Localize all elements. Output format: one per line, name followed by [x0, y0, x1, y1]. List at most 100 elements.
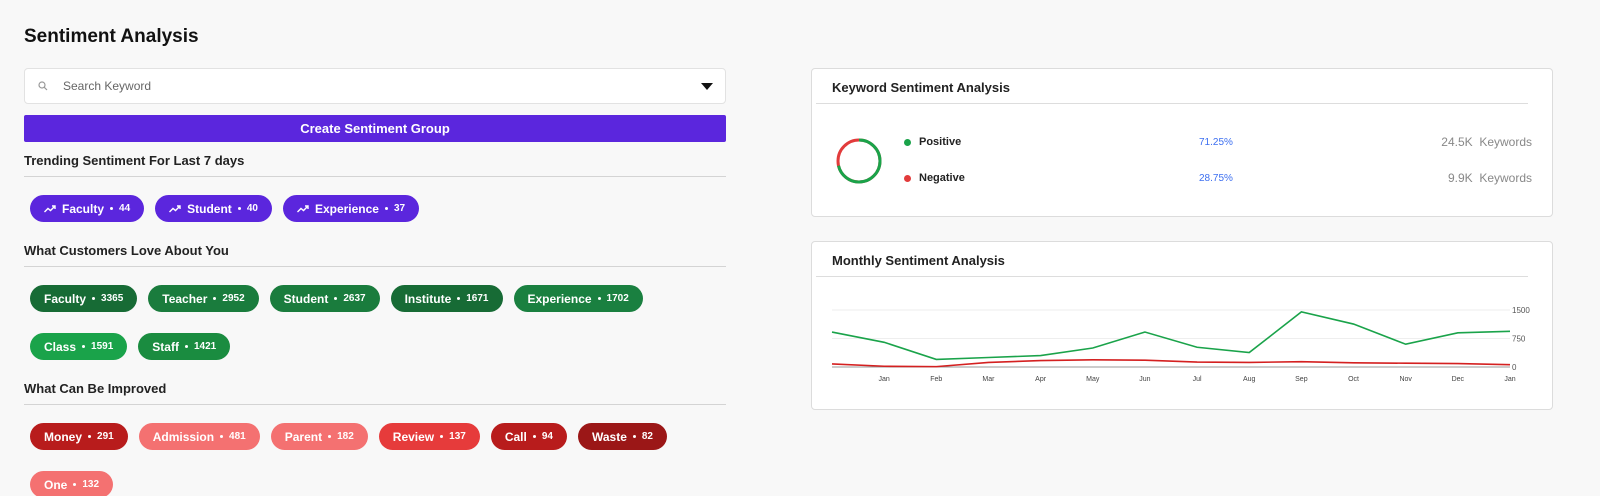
chip-count: 182 [337, 431, 354, 442]
chip-label: Experience [527, 291, 592, 306]
sentiment-row-positive: Positive 71.25% 24.5K Keywords [904, 135, 1532, 149]
monthly-sentiment-card: Monthly Sentiment Analysis 0 750 1500 Jan Fe… [811, 241, 1553, 410]
chip-label: Student [187, 201, 232, 216]
chip-label: Money [44, 429, 83, 444]
keyword-chip[interactable]: Experience 1702 [513, 285, 643, 312]
separator-dot [440, 435, 444, 438]
separator-dot [597, 297, 601, 300]
section-title: What Customers Love About You [24, 243, 726, 267]
keyword-chip[interactable]: Institute 1671 [390, 285, 503, 312]
y-tick-label: 1500 [1512, 306, 1530, 315]
x-tick-label: Nov [1399, 376, 1412, 383]
keyword-chip[interactable]: Experience 37 [282, 195, 420, 222]
search-input[interactable] [63, 79, 701, 93]
separator-dot [213, 297, 217, 300]
search-icon [37, 80, 49, 92]
sentiment-percent: 71.25% [1199, 136, 1233, 148]
chip-count: 82 [641, 431, 653, 442]
section-2: What Can Be Improved Money 291 Admission 481… [24, 381, 726, 496]
status-dot [904, 174, 911, 182]
keyword-chip[interactable]: Faculty 44 [30, 195, 145, 222]
chip-label: Parent [284, 429, 323, 444]
dropdown-caret-icon[interactable] [701, 82, 713, 90]
keyword-chip[interactable]: Student 2637 [269, 285, 380, 312]
chip-count: 37 [393, 203, 406, 214]
keyword-chip[interactable]: Waste 82 [577, 423, 667, 450]
separator-dot [82, 345, 86, 348]
keyword-chip[interactable]: Teacher 2952 [148, 285, 259, 312]
chip-label: Staff [152, 339, 179, 354]
x-tick-label: Feb [930, 376, 942, 383]
separator-dot [334, 297, 338, 300]
x-tick-label: Jul [1193, 376, 1202, 383]
series-line-1 [831, 358, 1511, 368]
x-tick-label: Apr [1035, 376, 1047, 383]
x-tick-label: Sep [1295, 376, 1308, 383]
trending-up-icon [169, 204, 181, 213]
chip-label: Waste [591, 429, 627, 444]
chip-count: 1671 [466, 293, 489, 304]
chip-count: 1702 [606, 293, 629, 304]
separator-dot [73, 483, 77, 486]
sentiment-label: Negative [919, 172, 965, 184]
trending-up-icon [44, 204, 56, 213]
keyword-chip[interactable]: Faculty 3365 [30, 285, 138, 312]
x-tick-label: May [1086, 376, 1100, 383]
create-sentiment-group-button[interactable]: Create Sentiment Group [24, 115, 726, 142]
chip-count: 2952 [222, 293, 245, 304]
sentiment-donut [836, 138, 882, 184]
keyword-chip[interactable]: Student 40 [155, 195, 272, 222]
chip-count: 94 [541, 431, 553, 442]
chip-label: Review [392, 429, 435, 444]
chip-count: 3365 [101, 293, 124, 304]
chip-count: 44 [119, 203, 131, 214]
search-box[interactable] [24, 68, 726, 104]
left-panel: Create Sentiment Group Trending Sentimen… [24, 68, 726, 496]
series-line-0 [831, 311, 1511, 361]
y-tick-label: 0 [1512, 363, 1517, 372]
chip-count: 291 [97, 431, 114, 442]
keyword-chip[interactable]: Staff 1421 [138, 333, 231, 360]
separator-dot [237, 207, 241, 210]
sentiment-row-negative: Negative 28.75% 9.9K Keywords [904, 171, 1532, 185]
chip-count: 481 [229, 431, 246, 442]
chip-count: 2637 [343, 293, 366, 304]
keyword-chip[interactable]: Class 1591 [30, 333, 128, 360]
chip-label: Call [504, 429, 527, 444]
x-tick-label: Jan [879, 376, 890, 383]
keyword-chip[interactable]: Call 94 [490, 423, 567, 450]
separator-dot [457, 297, 461, 300]
y-tick-label: 750 [1512, 335, 1526, 344]
x-tick-label: Aug [1243, 376, 1256, 383]
chip-label: Class [44, 339, 77, 354]
separator-dot [220, 435, 224, 438]
monthly-card-title: Monthly Sentiment Analysis [816, 242, 1528, 277]
status-dot [904, 138, 911, 146]
chip-count: 132 [82, 479, 100, 490]
chip-list: Faculty 44 Student 40 Experience 37 [24, 177, 726, 243]
chip-label: Institute [404, 291, 452, 306]
chip-count: 40 [246, 203, 258, 214]
keyword-sentiment-card: Keyword Sentiment Analysis Positive 71.25… [811, 68, 1553, 217]
chip-label: Experience [314, 201, 379, 216]
donut-positive-arc [836, 138, 882, 184]
keyword-count: 9.9K Keywords [1447, 171, 1532, 185]
separator-dot [184, 345, 188, 348]
keyword-card-title: Keyword Sentiment Analysis [816, 69, 1528, 104]
chip-label: Teacher [162, 291, 208, 306]
keyword-chip[interactable]: One 132 [30, 471, 114, 496]
keyword-chip[interactable]: Review 137 [378, 423, 480, 450]
separator-dot [384, 207, 388, 210]
keyword-chip[interactable]: Admission 481 [138, 423, 260, 450]
section-1: What Customers Love About You Faculty 3365… [24, 243, 726, 381]
separator-dot [92, 297, 96, 300]
keyword-chip[interactable]: Money 291 [30, 423, 128, 450]
chip-label: Student [283, 291, 329, 306]
chip-count: 1591 [91, 341, 114, 352]
chip-label: Admission [152, 429, 215, 444]
keyword-chip[interactable]: Parent 182 [270, 423, 368, 450]
chip-count: 1421 [193, 341, 217, 352]
monthly-line-chart: 0 750 1500 Jan Feb Mar Apr May Jun Jul Aug Sep Oct No… [831, 306, 1530, 383]
x-tick-label: Oct [1348, 376, 1359, 383]
sentiment-label: Positive [919, 136, 962, 148]
